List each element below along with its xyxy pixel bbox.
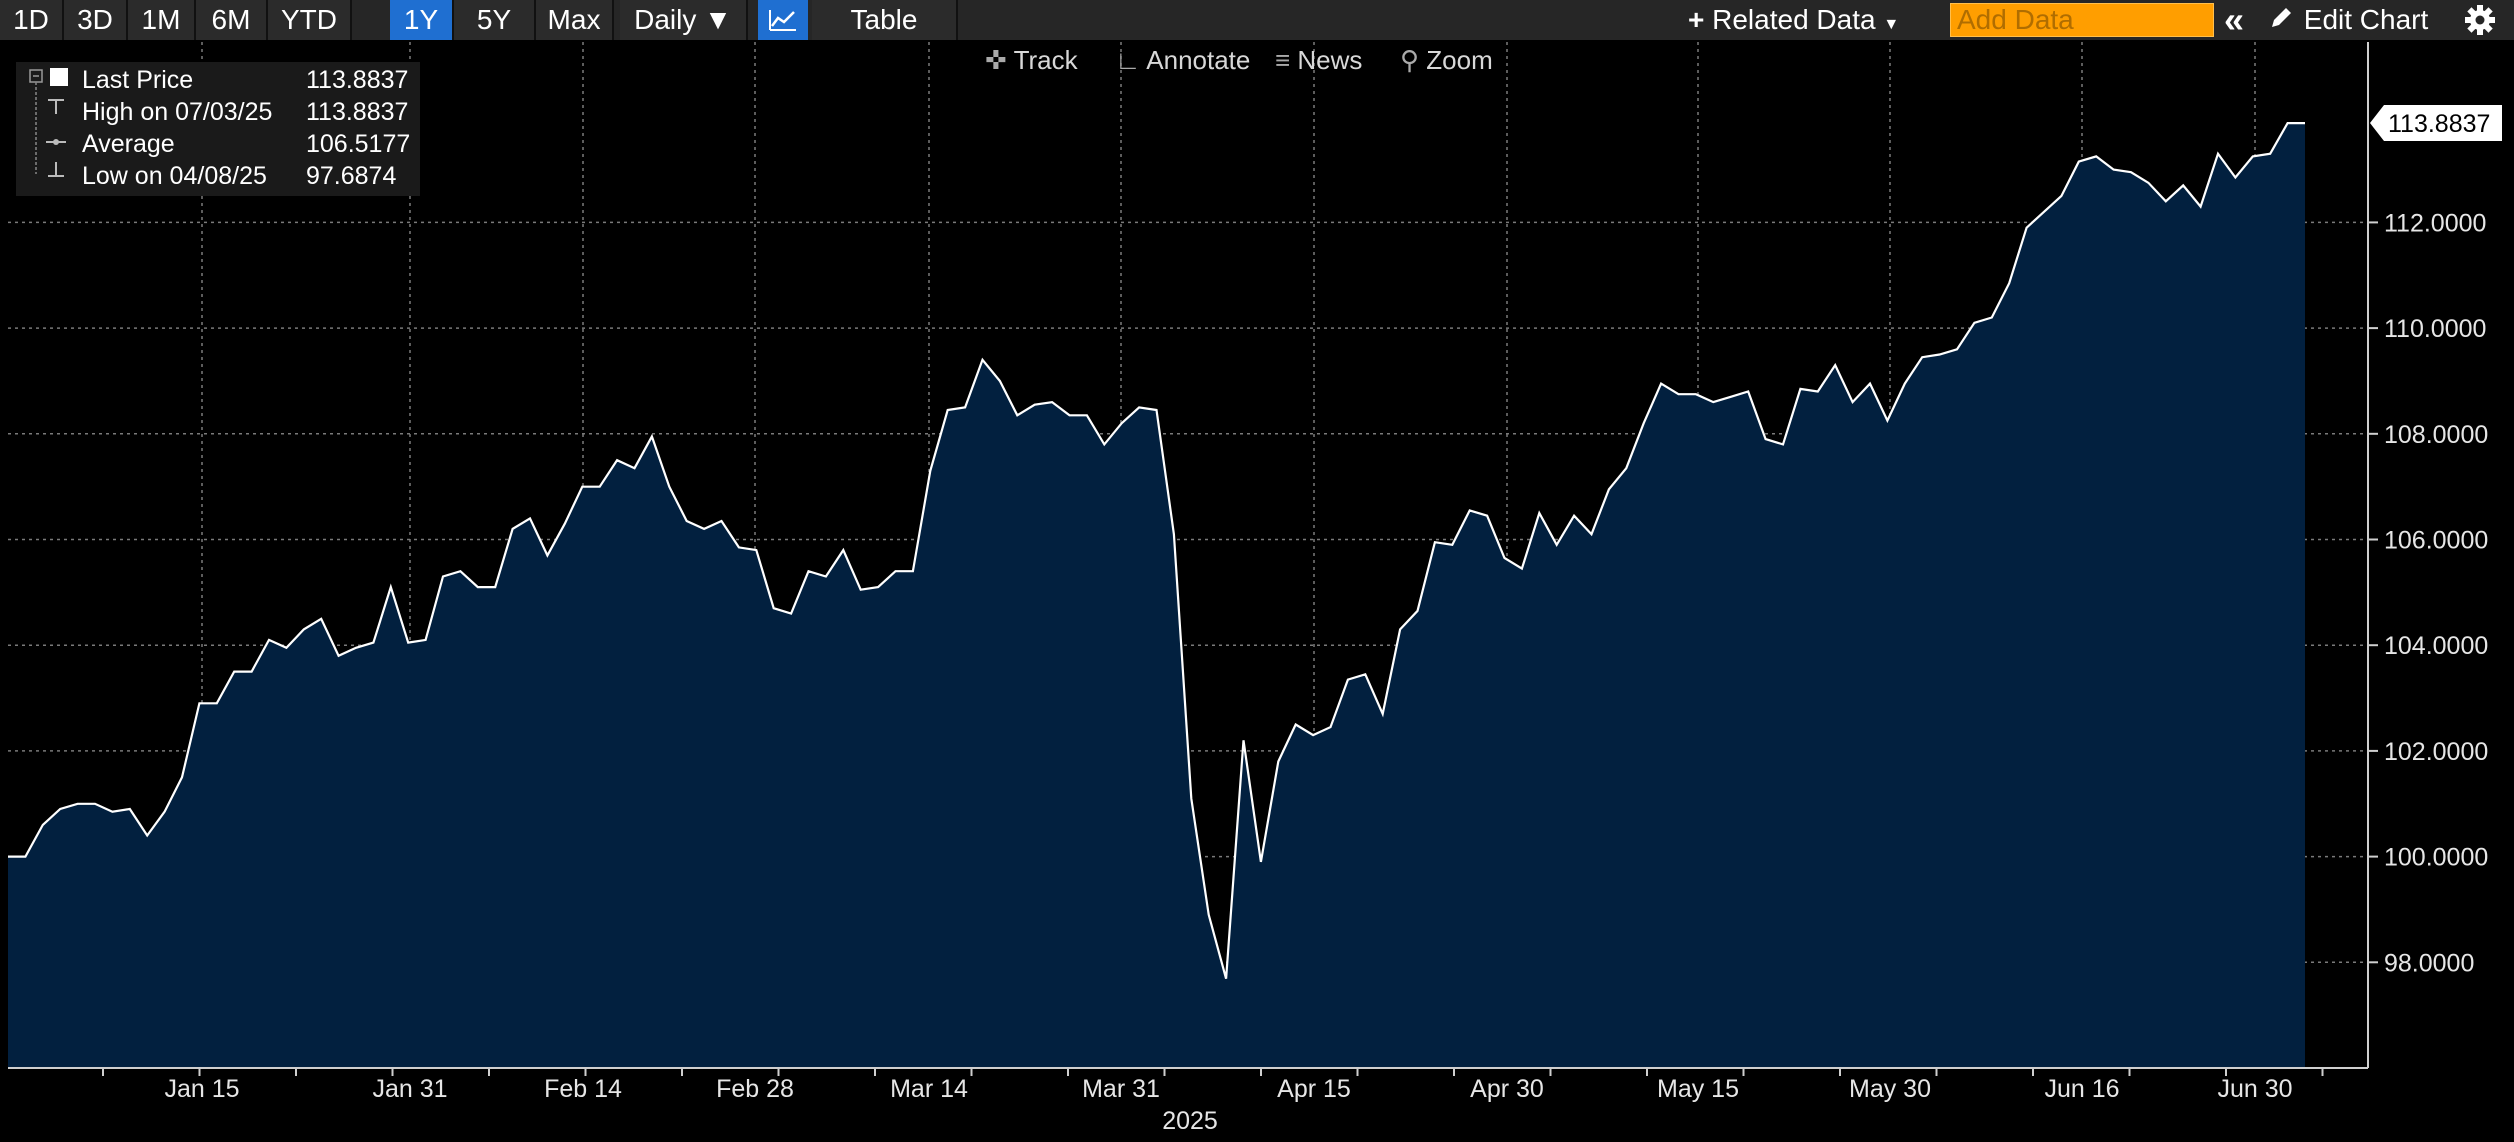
range-button-1y[interactable]: 1Y: [390, 0, 454, 40]
legend-last-price-value: 113.8837: [306, 66, 409, 94]
chart-axes: [8, 42, 2369, 1076]
gear-icon[interactable]: [2462, 0, 2502, 40]
frequency-dropdown[interactable]: Daily ▼: [620, 0, 748, 40]
legend-high-label: High on 07/03/25: [82, 98, 273, 126]
zoom-tool[interactable]: ⚲ Zoom: [1400, 40, 1510, 80]
price-line: [8, 121, 2305, 979]
range-button-6m[interactable]: 6M: [196, 0, 268, 40]
annotate-label: Annotate: [1146, 45, 1251, 75]
x-tick-label: May 30: [1849, 1075, 1931, 1103]
y-tick-label: 112.0000: [2384, 209, 2486, 237]
x-tick-label: Apr 15: [1277, 1075, 1351, 1103]
related-data-label: Related Data: [1712, 4, 1876, 35]
legend-average-label: Average: [82, 130, 175, 158]
related-data-button[interactable]: + Related Data ▼: [1688, 0, 1918, 40]
y-tick-label: 110.0000: [2384, 315, 2486, 343]
x-axis-year-label: 2025: [1162, 1107, 1218, 1135]
track-label: Track: [1013, 45, 1078, 75]
table-button[interactable]: Table: [812, 0, 958, 40]
legend-high-value: 113.8837: [306, 98, 409, 126]
zoom-label: Zoom: [1426, 45, 1493, 75]
x-tick-label: Jan 15: [164, 1075, 239, 1103]
last-price-tag: [2370, 105, 2502, 142]
magnifier-icon: ⚲: [1400, 45, 1420, 75]
x-tick-label: Jan 31: [372, 1075, 447, 1103]
x-tick-label: Mar 31: [1082, 1075, 1160, 1103]
x-tick-label: May 15: [1657, 1075, 1739, 1103]
x-axis-labels: Jan 15 Jan 31 Feb 14 Feb 28 Mar 14 Mar 31 Apr …: [164, 1075, 2292, 1103]
x-tick-label: Apr 30: [1470, 1075, 1544, 1103]
y-axis-labels: 98.0000 100.0000 102.0000 104.0000 106.0000 1…: [2368, 209, 2488, 977]
range-button-5y[interactable]: 5Y: [454, 0, 536, 40]
annotate-tool[interactable]: ∟ Annotate: [1115, 40, 1260, 80]
pencil-icon: [2272, 8, 2291, 27]
collapse-icon[interactable]: «: [2224, 0, 2245, 40]
range-button-3d[interactable]: 3D: [64, 0, 128, 40]
y-tick-label: 100.0000: [2384, 844, 2488, 872]
annotate-icon: ∟: [1115, 45, 1141, 75]
legend-average-value: 106.5177: [306, 130, 411, 158]
y-tick-label: 108.0000: [2384, 421, 2488, 449]
legend-low-label: Low on 04/08/25: [82, 162, 267, 190]
caret-down-icon: ▼: [1883, 16, 1900, 33]
plus-icon: +: [1688, 4, 1705, 35]
range-button-1m[interactable]: 1M: [128, 0, 196, 40]
x-tick-label: Feb 28: [716, 1075, 794, 1103]
toolbar: 1D 3D 1M 6M YTD 1Y 5Y Max Daily ▼ Table …: [0, 0, 2514, 40]
legend-low-value: 97.6874: [306, 162, 397, 190]
news-label: News: [1297, 45, 1363, 75]
y-tick-label: 102.0000: [2384, 738, 2488, 766]
x-tick-label: Mar 14: [890, 1075, 968, 1103]
range-button-max[interactable]: Max: [536, 0, 614, 40]
x-tick-label: Jun 30: [2217, 1075, 2292, 1103]
add-data-field[interactable]: [1950, 3, 2214, 37]
news-tool[interactable]: ≡ News: [1275, 40, 1375, 80]
edit-chart-label: Edit Chart: [2303, 4, 2429, 35]
legend-tree-icons: [29, 68, 68, 177]
price-area: [8, 123, 2305, 1069]
y-tick-label: 106.0000: [2384, 527, 2488, 555]
y-tick-label: 98.0000: [2384, 949, 2474, 977]
range-button-1d[interactable]: 1D: [0, 0, 64, 40]
x-tick-label: Jun 16: [2044, 1075, 2119, 1103]
add-data-input[interactable]: [1951, 4, 2213, 36]
last-price-tag-label: 113.8837: [2388, 110, 2490, 138]
line-chart-icon[interactable]: [758, 0, 808, 40]
x-tick-label: Feb 14: [544, 1075, 622, 1103]
edit-chart-button[interactable]: Edit Chart: [2266, 0, 2452, 40]
crosshair-icon: ✜: [985, 45, 1007, 75]
legend-box: Last Price 113.8837 High on 07/03/25 113…: [16, 62, 420, 196]
last-price-marker: 113.8837: [2370, 105, 2502, 142]
news-icon: ≡: [1275, 45, 1291, 75]
y-tick-label: 104.0000: [2384, 632, 2488, 660]
legend-last-price-label: Last Price: [82, 66, 194, 94]
range-button-ytd[interactable]: YTD: [268, 0, 352, 40]
track-tool[interactable]: ✜ Track: [985, 40, 1110, 80]
